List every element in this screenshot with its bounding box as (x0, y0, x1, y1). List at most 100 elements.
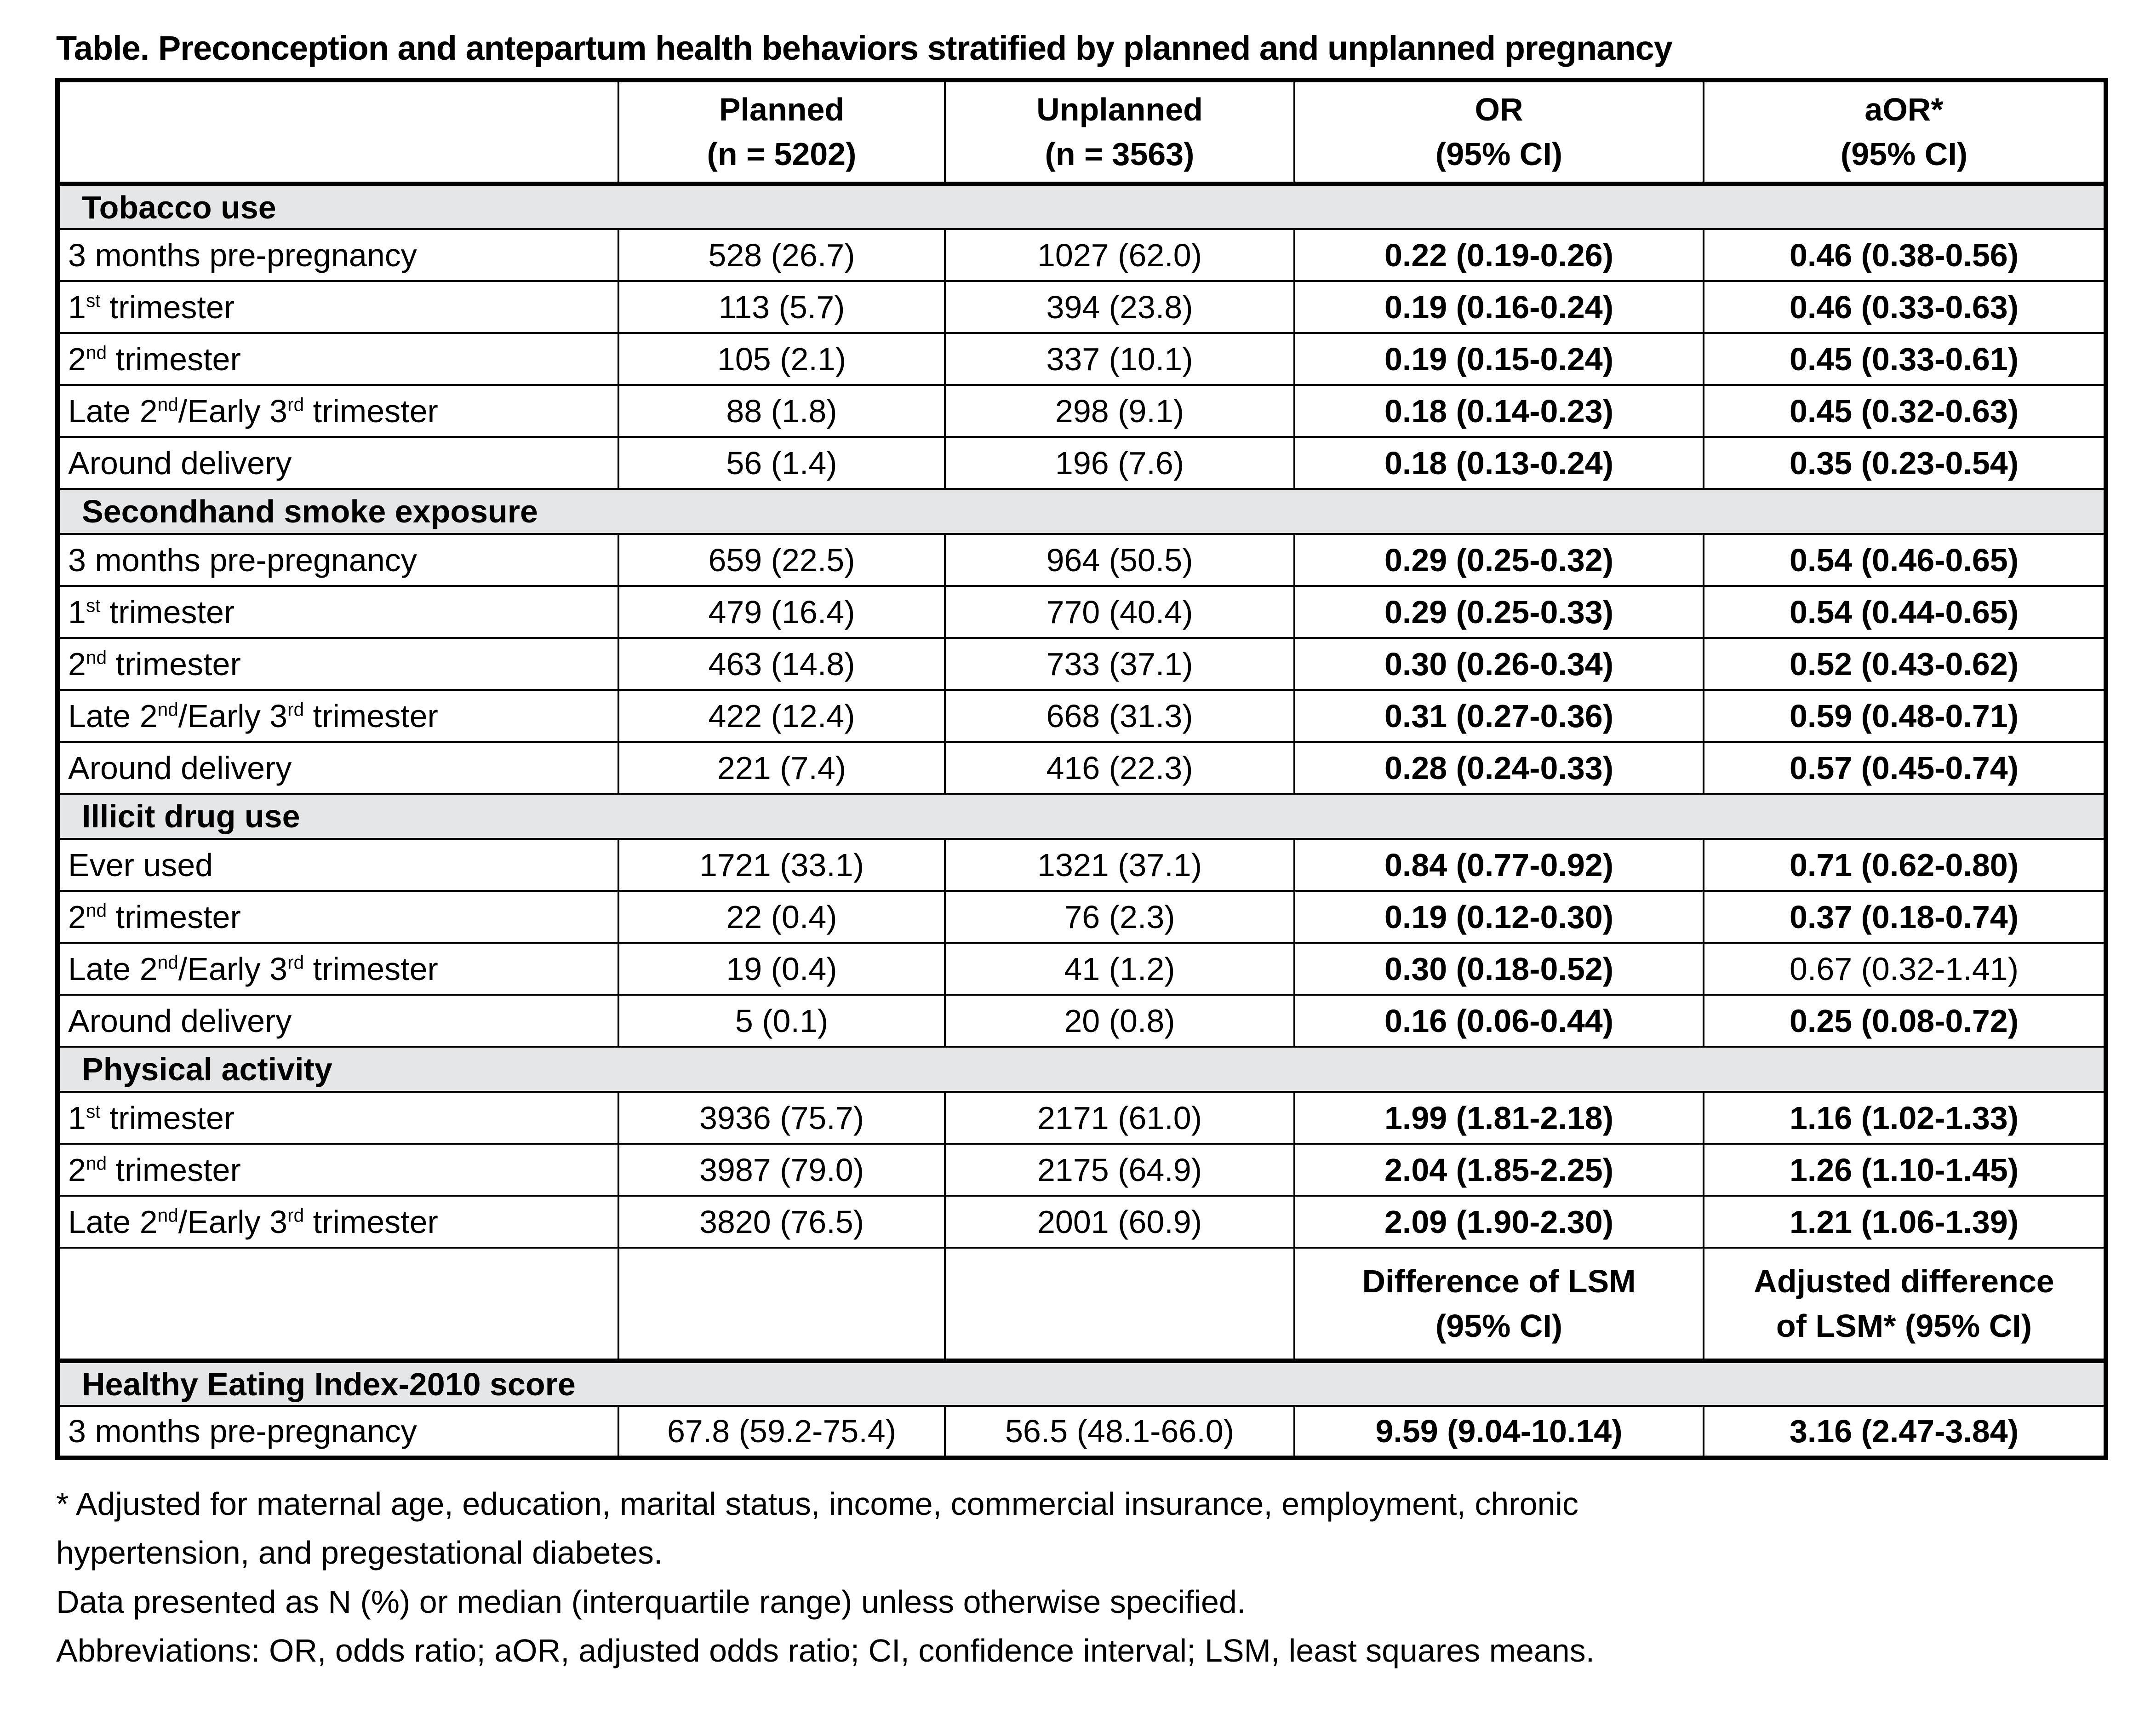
aor-value: 0.71 (0.62-0.80) (1703, 838, 2107, 892)
unplanned-value: 1027 (62.0) (944, 228, 1295, 282)
section-header-row: Secondhand smoke exposure (57, 488, 2107, 535)
or-value: 0.22 (0.19-0.26) (1293, 228, 1704, 282)
header-unplanned-line2: (n = 3563) (1045, 136, 1195, 172)
table-title: Table. Preconception and antepartum heal… (56, 29, 1673, 67)
section-label-healthy-eating: Healthy Eating Index-2010 score (57, 1360, 2107, 1407)
or-value: 0.30 (0.18-0.52) (1293, 942, 1704, 996)
header-unplanned-line1: Unplanned (1036, 92, 1203, 127)
or-value: 0.84 (0.77-0.92) (1293, 838, 1704, 892)
row-label: 3 months pre-pregnancy (57, 228, 619, 282)
unplanned-value: 20 (0.8) (944, 994, 1295, 1048)
header-planned-line2: (n = 5202) (707, 136, 857, 172)
table-row: 2nd trimester 463 (14.8) 733 (37.1) 0.30… (57, 637, 2107, 691)
unplanned-value: 76 (2.3) (944, 890, 1295, 944)
header-unplanned: Unplanned (n = 3563) (944, 79, 1295, 186)
unplanned-value: 196 (7.6) (944, 436, 1295, 490)
row-label: 3 months pre-pregnancy (57, 1405, 619, 1459)
aor-value: 0.45 (0.32-0.63) (1703, 384, 2107, 438)
section-header-row: Illicit drug use (57, 793, 2107, 840)
lsm-subheader-row: Difference of LSM (95% CI) Adjusted diff… (57, 1247, 2107, 1363)
table-row: Late 2nd/Early 3rd trimester 88 (1.8) 29… (57, 384, 2107, 438)
table-row: Ever used 1721 (33.1) 1321 (37.1) 0.84 (… (57, 838, 2107, 892)
or-value: 0.29 (0.25-0.33) (1293, 585, 1704, 639)
planned-value: 5 (0.1) (618, 994, 946, 1048)
section-header-row: Tobacco use (57, 183, 2107, 230)
table-row: 1st trimester 113 (5.7) 394 (23.8) 0.19 … (57, 280, 2107, 334)
table-row: 3 months pre-pregnancy 528 (26.7) 1027 (… (57, 228, 2107, 282)
or-value: 0.19 (0.16-0.24) (1293, 280, 1704, 334)
unplanned-value: 2001 (60.9) (944, 1195, 1295, 1249)
table-row: 3 months pre-pregnancy 67.8 (59.2-75.4) … (57, 1405, 2107, 1459)
planned-value: 88 (1.8) (618, 384, 946, 438)
aor-value: 0.45 (0.33-0.61) (1703, 332, 2107, 386)
section-label-secondhand-smoke: Secondhand smoke exposure (57, 488, 2107, 535)
table-row: Around delivery 56 (1.4) 196 (7.6) 0.18 … (57, 436, 2107, 490)
lsm-aor-header-line2: of LSM* (95% CI) (1776, 1307, 2032, 1344)
aor-value: 1.26 (1.10-1.45) (1703, 1143, 2107, 1197)
unplanned-value: 2171 (61.0) (944, 1091, 1295, 1145)
lsm-empty-cell (618, 1247, 946, 1363)
or-value: 0.30 (0.26-0.34) (1293, 637, 1704, 691)
header-aor-line2: (95% CI) (1840, 136, 1968, 172)
planned-value: 19 (0.4) (618, 942, 946, 996)
planned-value: 3936 (75.7) (618, 1091, 946, 1145)
footnote-abbreviations: Abbreviations: OR, odds ratio; aOR, adju… (56, 1633, 1595, 1669)
unplanned-value: 964 (50.5) (944, 533, 1295, 587)
row-label: Around delivery (57, 994, 619, 1048)
section-header-row: Physical activity (57, 1046, 2107, 1093)
table-row: 2nd trimester 3987 (79.0) 2175 (64.9) 2.… (57, 1143, 2107, 1197)
column-header-row: Planned (n = 5202) Unplanned (n = 3563) … (57, 79, 2107, 186)
row-label: Late 2nd/Early 3rd trimester (57, 1195, 619, 1249)
row-label: Late 2nd/Early 3rd trimester (57, 384, 619, 438)
row-label: Ever used (57, 838, 619, 892)
aor-value: 0.46 (0.33-0.63) (1703, 280, 2107, 334)
table-row: Around delivery 221 (7.4) 416 (22.3) 0.2… (57, 741, 2107, 795)
planned-value: 3820 (76.5) (618, 1195, 946, 1249)
unplanned-value: 56.5 (48.1-66.0) (944, 1405, 1295, 1459)
or-value: 2.04 (1.85-2.25) (1293, 1143, 1704, 1197)
planned-value: 221 (7.4) (618, 741, 946, 795)
unplanned-value: 41 (1.2) (944, 942, 1295, 996)
table-row: 1st trimester 479 (16.4) 770 (40.4) 0.29… (57, 585, 2107, 639)
health-behaviors-table: Planned (n = 5202) Unplanned (n = 3563) … (55, 78, 2108, 1460)
aor-value: 0.46 (0.38-0.56) (1703, 228, 2107, 282)
header-aor: aOR* (95% CI) (1703, 79, 2107, 186)
aor-value: 0.57 (0.45-0.74) (1703, 741, 2107, 795)
or-value: 0.18 (0.14-0.23) (1293, 384, 1704, 438)
planned-value: 422 (12.4) (618, 689, 946, 743)
or-value: 9.59 (9.04-10.14) (1293, 1405, 1704, 1459)
planned-value: 528 (26.7) (618, 228, 946, 282)
lsm-empty-cell (944, 1247, 1295, 1363)
planned-value: 22 (0.4) (618, 890, 946, 944)
row-label: 2nd trimester (57, 332, 619, 386)
or-value: 0.19 (0.12-0.30) (1293, 890, 1704, 944)
header-or-line2: (95% CI) (1435, 136, 1563, 172)
section-label-illicit-drug: Illicit drug use (57, 793, 2107, 840)
planned-value: 659 (22.5) (618, 533, 946, 587)
or-value: 0.16 (0.06-0.44) (1293, 994, 1704, 1048)
section-label-physical-activity: Physical activity (57, 1046, 2107, 1093)
row-label: Around delivery (57, 436, 619, 490)
lsm-aor-header: Adjusted difference of LSM* (95% CI) (1703, 1247, 2107, 1363)
header-planned: Planned (n = 5202) (618, 79, 946, 186)
row-label: Around delivery (57, 741, 619, 795)
table-row: 2nd trimester 105 (2.1) 337 (10.1) 0.19 … (57, 332, 2107, 386)
row-label: 3 months pre-pregnancy (57, 533, 619, 587)
row-label: Late 2nd/Early 3rd trimester (57, 942, 619, 996)
footnote-adjusted: * Adjusted for maternal age, education, … (56, 1486, 1578, 1571)
lsm-or-header-line2: (95% CI) (1435, 1307, 1563, 1344)
table-row: Late 2nd/Early 3rd trimester 422 (12.4) … (57, 689, 2107, 743)
lsm-empty-cell (57, 1247, 619, 1363)
unplanned-value: 298 (9.1) (944, 384, 1295, 438)
aor-value-not-significant: 0.67 (0.32-1.41) (1703, 942, 2107, 996)
or-value: 0.19 (0.15-0.24) (1293, 332, 1704, 386)
or-value: 2.09 (1.90-2.30) (1293, 1195, 1704, 1249)
or-value: 0.31 (0.27-0.36) (1293, 689, 1704, 743)
lsm-or-header: Difference of LSM (95% CI) (1293, 1247, 1704, 1363)
aor-value: 1.16 (1.02-1.33) (1703, 1091, 2107, 1145)
or-value: 0.28 (0.24-0.33) (1293, 741, 1704, 795)
aor-value: 0.25 (0.08-0.72) (1703, 994, 2107, 1048)
aor-value: 0.59 (0.48-0.71) (1703, 689, 2107, 743)
lsm-aor-header-line1: Adjusted difference (1754, 1263, 2054, 1299)
